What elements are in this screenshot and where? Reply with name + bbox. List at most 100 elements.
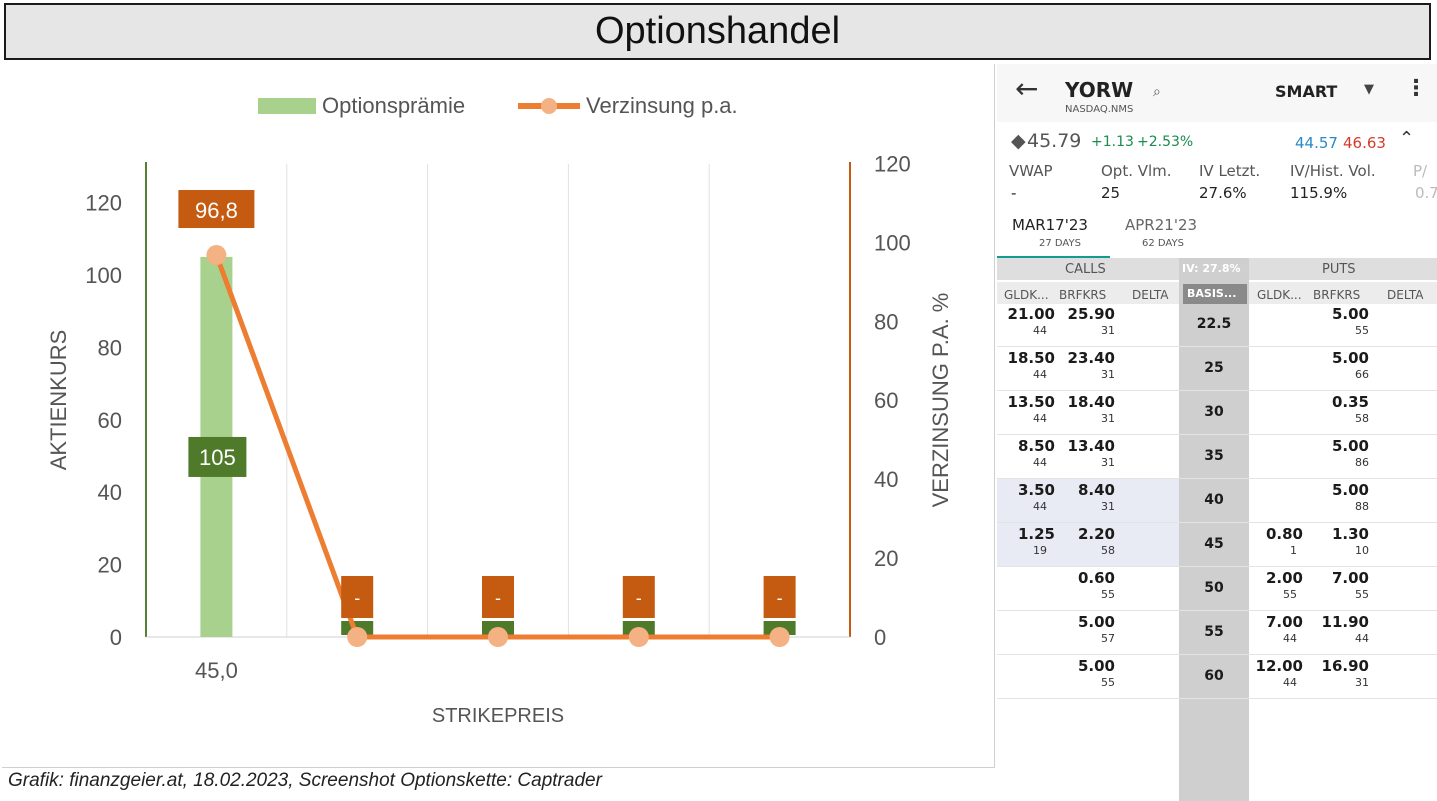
put-ask-size: 55 <box>1355 588 1369 601</box>
right-tick-label: 0 <box>874 625 886 650</box>
call-bid: 3.50 <box>1017 481 1055 499</box>
legend-bar-swatch <box>258 98 316 114</box>
right-tick-label: 20 <box>874 546 898 571</box>
call-ask: 5.00 <box>1077 657 1115 675</box>
tab-mar17[interactable]: MAR17'23 <box>1012 216 1088 234</box>
stat-label-opt-vlm: Opt. Vlm. <box>1101 162 1172 180</box>
right-tick-label: 80 <box>874 309 898 334</box>
call-ask-size: 57 <box>1101 632 1115 645</box>
call-ask: 5.00 <box>1077 613 1115 631</box>
strike-price[interactable]: 50 <box>1204 580 1224 596</box>
call-ask: 23.40 <box>1067 349 1115 367</box>
chart-container: 0 20 40 60 80 100 120 0 20 40 60 80 100 120 AKTIENKURS… <box>2 64 995 768</box>
line-data-label-bg <box>482 576 514 618</box>
chart: 0 20 40 60 80 100 120 0 20 40 60 80 100 120 AKTIENKURS… <box>46 93 953 727</box>
call-ask: 2.20 <box>1077 525 1115 543</box>
call-bid: 13.50 <box>1007 393 1055 411</box>
left-axis-title: AKTIENKURS <box>46 330 71 471</box>
chevron-down-icon[interactable]: ▼ <box>1364 82 1374 97</box>
row-divider <box>997 346 1437 347</box>
stat-label-p: P/ <box>1413 162 1428 180</box>
put-ask: 7.00 <box>1331 569 1369 587</box>
bar-data-label: 105 <box>199 445 236 470</box>
tab-apr21[interactable]: APR21'23 <box>1125 216 1198 234</box>
line-point <box>769 627 790 647</box>
strike-price[interactable]: 22.5 <box>1196 316 1232 332</box>
route-selector[interactable]: SMART <box>1275 82 1338 101</box>
put-ask-size: 31 <box>1355 676 1369 689</box>
put-ask: 16.90 <box>1321 657 1369 675</box>
col-header-put-delta[interactable]: DELTA <box>1387 288 1424 302</box>
call-ask-size: 58 <box>1101 544 1115 557</box>
col-header-put-ask[interactable]: BRFKRS <box>1313 288 1361 302</box>
row-divider <box>997 654 1437 655</box>
line-data-label: - <box>636 588 642 608</box>
put-ask: 11.90 <box>1321 613 1369 631</box>
legend-line-label: Verzinsung p.a. <box>586 93 738 118</box>
arrow-left-icon[interactable]: ← <box>1015 72 1039 105</box>
put-bid: 0.80 <box>1265 525 1303 543</box>
calls-label: CALLS <box>1065 262 1106 277</box>
line-data-label-bg <box>178 190 255 229</box>
tab-mar17-days: 27 DAYS <box>1039 238 1081 249</box>
stat-label-vwap: VWAP <box>1009 162 1053 180</box>
col-header-call-ask[interactable]: BRFKRS <box>1059 288 1107 302</box>
put-bid-size: 1 <box>1290 544 1297 557</box>
line-data-label: - <box>777 588 783 608</box>
bar-data-label-bg <box>188 436 247 477</box>
price-change-pct: +2.53% <box>1137 134 1194 150</box>
put-ask-size: 66 <box>1355 368 1369 381</box>
puts-label: PUTS <box>1322 262 1356 277</box>
more-menu-icon[interactable]: ⋮ <box>1405 76 1427 101</box>
line-data-label-bg <box>763 576 796 618</box>
right-tick-label: 60 <box>874 388 898 413</box>
strike-price[interactable]: 25 <box>1204 360 1224 376</box>
put-ask: 5.00 <box>1331 349 1369 367</box>
row-divider <box>997 522 1437 523</box>
call-ask-size: 55 <box>1101 676 1115 689</box>
strike-price[interactable]: 40 <box>1204 492 1224 508</box>
col-header-call-delta[interactable]: DELTA <box>1132 288 1169 302</box>
put-ask-size: 10 <box>1355 544 1369 557</box>
col-header-call-bid[interactable]: GLDK... <box>1004 288 1049 302</box>
right-axis-title: VERZINSUNG P.A. % <box>928 293 953 508</box>
strike-price[interactable]: 35 <box>1204 448 1224 464</box>
line-point <box>488 627 508 647</box>
put-ask: 5.00 <box>1331 305 1369 323</box>
ask-price: 46.63 <box>1343 134 1386 152</box>
strike-price[interactable]: 30 <box>1204 404 1224 420</box>
put-bid-size: 44 <box>1283 676 1297 689</box>
magnifier-icon[interactable]: ⌕ <box>1153 84 1161 100</box>
left-tick-label: 100 <box>85 263 122 288</box>
itm-highlight-40 <box>997 478 1179 522</box>
call-bid-size: 19 <box>1033 544 1047 557</box>
last-price: 45.79 <box>1027 130 1082 152</box>
put-bid: 7.00 <box>1265 613 1303 631</box>
line-data-label: - <box>495 588 501 608</box>
collapse-icon[interactable]: ⌃ <box>1399 128 1415 149</box>
put-ask-size: 44 <box>1355 632 1369 645</box>
basis-header[interactable]: BASIS... <box>1187 287 1237 300</box>
row-divider <box>997 478 1437 479</box>
strike-price[interactable]: 45 <box>1204 536 1224 552</box>
left-tick-label: 20 <box>98 553 122 578</box>
stat-value-iv-letzt: 27.6% <box>1199 184 1247 202</box>
call-ask-size: 31 <box>1101 500 1115 513</box>
call-ask: 25.90 <box>1067 305 1115 323</box>
col-header-put-bid[interactable]: GLDK... <box>1257 288 1302 302</box>
call-bid: 21.00 <box>1007 305 1055 323</box>
call-ask-size: 31 <box>1101 456 1115 469</box>
call-ask-size: 55 <box>1101 588 1115 601</box>
stat-label-iv-letzt: IV Letzt. <box>1199 162 1261 180</box>
call-ask-size: 31 <box>1101 368 1115 381</box>
put-bid: 12.00 <box>1255 657 1303 675</box>
line-data-label: - <box>354 588 360 608</box>
put-ask-size: 88 <box>1355 500 1369 513</box>
row-divider <box>997 610 1437 611</box>
price-diamond-icon: ◆ <box>1011 130 1026 152</box>
strike-price[interactable]: 55 <box>1204 624 1224 640</box>
title-bar: Optionshandel <box>4 3 1431 60</box>
strike-price[interactable]: 60 <box>1204 668 1224 684</box>
left-tick-label: 80 <box>98 335 122 360</box>
put-ask-size: 55 <box>1355 324 1369 337</box>
